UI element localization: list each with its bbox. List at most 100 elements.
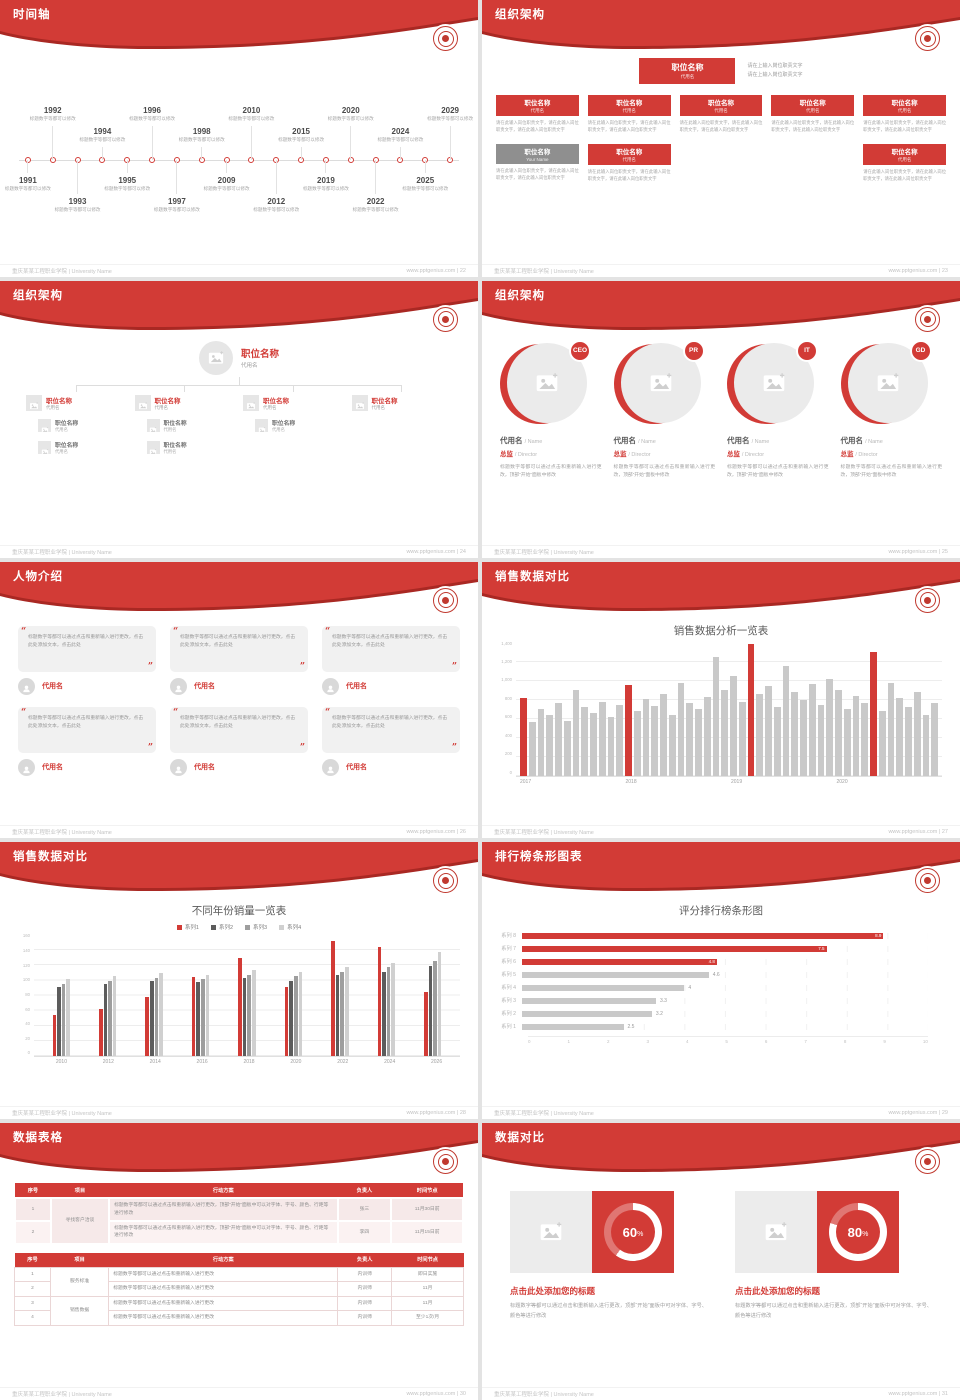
bar (522, 1023, 624, 1030)
timeline-caption: 标题数字等都可以修改 (302, 185, 349, 191)
member-badge: PR (682, 339, 705, 362)
slide-footer: 重庆某某工程职业学院 | University Name www.pptgeniu… (482, 1386, 960, 1400)
bar (843, 709, 851, 776)
timeline-caption: 标题数字等都可以修改 (29, 116, 76, 122)
slide-23-org-boxes: 组织架构 职位名称 代用名 请在上输入岗位职责文字 请在上输入岗位职责文字 职位名称代… (482, 0, 960, 277)
header-banner (482, 280, 960, 330)
slide-24-org-tree: 组织架构 职位名称 代用名 职位名称 代用名 职位名称 代用名 职位名称 代用名 职位名称 代用名… (0, 280, 478, 558)
member-name-en: / Name (865, 438, 883, 445)
school-seal-icon (433, 868, 458, 894)
bar (391, 962, 395, 1057)
timeline-year: 2015 (292, 127, 310, 137)
bar (905, 707, 912, 776)
bar (782, 666, 790, 776)
timeline-stem (126, 159, 128, 173)
bar (298, 971, 303, 1057)
bar-value: 8.9 (875, 933, 882, 939)
bar-group (191, 935, 210, 1057)
bar (642, 698, 650, 776)
quote-bubble: “标题数字等都可以通过点击和重新输入进行更改，点击此处添加文本，点击此处 ” (322, 706, 460, 753)
org-cell: 职位名称 代用名 请在此输入岗位职责文字，请在此输入岗位职责文字，请在此输入岗位职责… (863, 144, 946, 182)
bar (66, 979, 70, 1057)
bar (537, 709, 545, 776)
org-head: 职位名称 代用名 请在上输入岗位职责文字 请在上输入岗位职责文字 (482, 58, 960, 84)
timeline-item: 2009 标题数字等都可以修改 (203, 176, 251, 193)
org-box: 职位名称 代用名 (771, 95, 855, 116)
table-2: 序号 项目 行动方案 负责人 时间节点 1 服务标准 标题数字等都可以通过点击和重新输入进行更… (14, 1252, 464, 1326)
quote-bubble: “标题数字等都可以通过点击和重新输入进行更改，点击此处添加文本，点击此处 ” (18, 625, 156, 672)
y-category-label: 系列 5 (501, 972, 516, 979)
member-badge: IT (796, 339, 818, 362)
org-members: CEO 代用名 / Name 总监 / Director 标题数字等都可以通过点击和重… (482, 333, 960, 480)
org-box-sub: Your Name (526, 157, 549, 163)
legend-swatch (210, 924, 216, 930)
org-leaf-text: 职位名称 代用名 (272, 418, 295, 433)
quote-bubble: “标题数字等都可以通过点击和重新输入进行更改，点击此处添加文本，点击此处 ” (18, 706, 156, 753)
y-category-label: 系列 7 (501, 946, 516, 953)
chart-bars (516, 643, 942, 776)
bar-value: 3.3 (659, 997, 667, 1004)
cell-no: 1 (14, 1266, 51, 1283)
avatar (322, 758, 339, 776)
timeline-caption: 标题数字等都可以修改 (402, 185, 449, 191)
compare-panels: 60% 点击此处添加您的标题 标题数字等都可以通过点击和重新输入进行更改，顶部“开始… (482, 1175, 960, 1321)
org-leaf-avatar (146, 418, 160, 433)
chart-plot: 1,400 1,200 1,000 800 600 400 200 0 (482, 641, 960, 777)
y-tick-label: 40 (25, 1021, 30, 1027)
table-header-cell: 行动方案 (108, 1252, 338, 1268)
timeline-item: 1993 标题数字等都可以修改 (54, 197, 102, 214)
person-name: 代用名 (42, 683, 63, 691)
org-leaf-title: 职位名称 (163, 420, 187, 427)
org-box-title: 职位名称 (671, 63, 704, 72)
cell-owner: 内训师 (337, 1310, 393, 1326)
y-tick-label: 200 (504, 751, 512, 757)
bar (563, 720, 571, 776)
org-leaf-avatar (38, 440, 51, 455)
org-member: IT 代用名 / Name 总监 / Director 标题数字等都可以通过点击和重新… (727, 339, 829, 480)
table-header-cell: 负责人 (337, 1183, 392, 1199)
chart-x-axis: 2010 2012 2014 2016 2018 2020 2022 2024 2026 (0, 1057, 478, 1065)
footer-school: 重庆某某工程职业学院 | University Name (494, 1111, 594, 1118)
quote-text: 标题数字等都可以通过点击和重新输入进行更改，点击此处添加文本，点击此处 (180, 715, 296, 730)
person-row: 代用名 (18, 677, 156, 695)
org-box-sub: 代用名 (622, 108, 636, 113)
y-tick-label: 120 (22, 962, 30, 968)
bar (293, 976, 298, 1057)
slide-header: 数据表格 (0, 1123, 478, 1175)
org-box-sub: 代用名 (806, 108, 820, 113)
bar-track: 4.8 (522, 958, 928, 965)
avatar (170, 758, 187, 776)
image-placeholder-icon (355, 402, 364, 409)
quote-bubble: “标题数字等都可以通过点击和重新输入进行更改，点击此处添加文本，点击此处 ” (322, 625, 460, 672)
panel-title: 点击此处添加您的标题 (735, 1286, 821, 1297)
member-name-en: / Name (751, 438, 770, 445)
timeline-stem (27, 159, 29, 173)
member-name-en: / Name (524, 438, 543, 445)
open-quote-icon: “ (21, 626, 27, 637)
bar (686, 703, 693, 776)
donut-center: 80% (836, 1210, 880, 1255)
member-name: 代用名 / Name (727, 435, 829, 446)
cell-deadline: 11月 (391, 1281, 464, 1297)
y-tick-label: 0 (27, 1050, 30, 1056)
slide-body: 评分排行榜条形图 系列 8 8.9 系列 7 7.5 系列 6 4.8 系列 5 4.6 系列 4… (482, 894, 960, 1106)
x-tick-label: 2024 (384, 1059, 396, 1066)
percent-sign: % (862, 1231, 869, 1239)
slide-header: 数据对比 (482, 1123, 960, 1175)
timeline-year: 1997 (168, 196, 186, 206)
bar-row: 系列 5 4.6 (494, 968, 928, 981)
slide-25-org-circles: 组织架构 CEO 代用名 / Name 总监 / Director 标题数字等都可以通… (482, 280, 960, 558)
org-box-desc: 请在此输入岗位职责文字，请在此输入岗位职责文字，请在此输入岗位职责文字 (863, 120, 946, 133)
y-tick-label: 800 (504, 695, 512, 701)
x-tick-label: 0 (528, 1039, 531, 1045)
cell-action: 标题数字等都可以通过点击和重新输入进行更改 (108, 1281, 339, 1297)
y-category-label: 系列 4 (501, 985, 516, 992)
x-tick-label: 2010 (55, 1059, 67, 1066)
bar (57, 986, 61, 1057)
timeline-stem (325, 159, 327, 173)
timeline-caption: 标题数字等都可以修改 (278, 137, 325, 143)
org-box-desc: 请在此输入岗位职责文字，请在此输入岗位职责文字，请在此输入岗位职责文字 (496, 120, 579, 133)
x-tick-label: 10 (922, 1039, 928, 1045)
cell-deadline: 11月30日前 (390, 1197, 464, 1223)
open-quote-icon: “ (173, 626, 179, 637)
